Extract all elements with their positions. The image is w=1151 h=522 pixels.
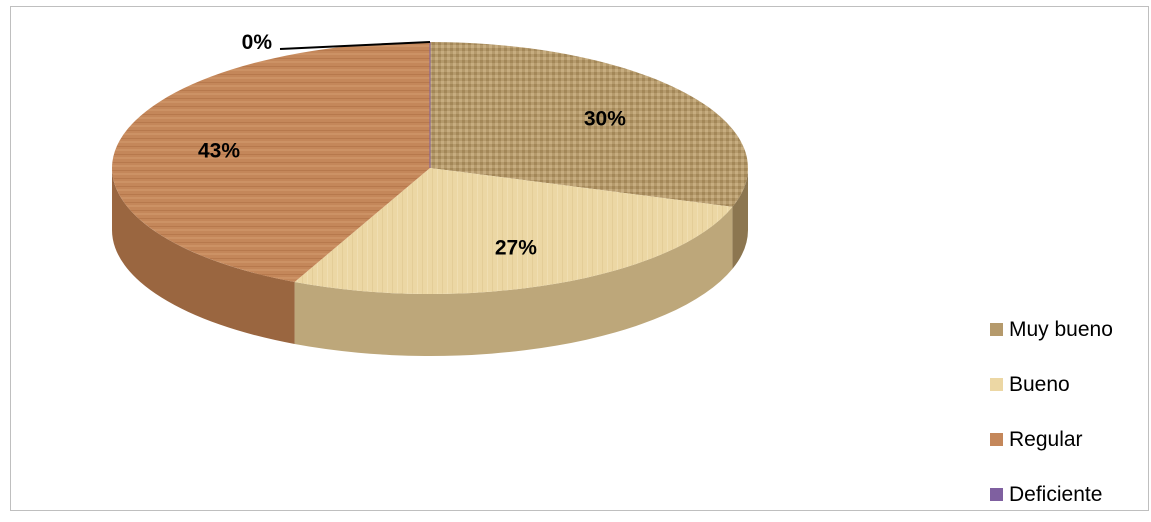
pie-slice-muy-bueno bbox=[430, 42, 749, 207]
legend-label: Bueno bbox=[1009, 372, 1070, 396]
pie-side-regular bbox=[112, 168, 295, 345]
legend-label: Regular bbox=[1009, 427, 1083, 451]
pie-side-muy-bueno bbox=[732, 168, 748, 269]
legend-label: Muy bueno bbox=[1009, 317, 1113, 341]
data-label-regular: 43% bbox=[198, 139, 240, 162]
legend-item-regular: Regular bbox=[990, 412, 1140, 467]
legend-swatch-deficiente bbox=[990, 488, 1003, 501]
data-label-deficiente: 0% bbox=[242, 31, 273, 54]
data-label-muy-bueno: 30% bbox=[584, 108, 626, 131]
legend-item-deficiente: Deficiente bbox=[990, 467, 1140, 522]
legend-swatch-muy-bueno bbox=[990, 323, 1003, 336]
leader-line-deficiente bbox=[279, 41, 431, 50]
pie-side-bueno bbox=[294, 206, 733, 356]
data-label-bueno: 27% bbox=[495, 237, 537, 260]
pie-slice-bueno bbox=[294, 168, 733, 294]
legend-label: Deficiente bbox=[1009, 482, 1103, 506]
legend-item-muy-bueno: Muy bueno bbox=[990, 302, 1140, 357]
legend-swatch-regular bbox=[990, 433, 1003, 446]
legend-item-bueno: Bueno bbox=[990, 357, 1140, 412]
legend-swatch-bueno bbox=[990, 378, 1003, 391]
legend: Muy bueno Bueno Regular Deficiente bbox=[990, 302, 1140, 522]
pie-slice-regular bbox=[111, 42, 431, 283]
